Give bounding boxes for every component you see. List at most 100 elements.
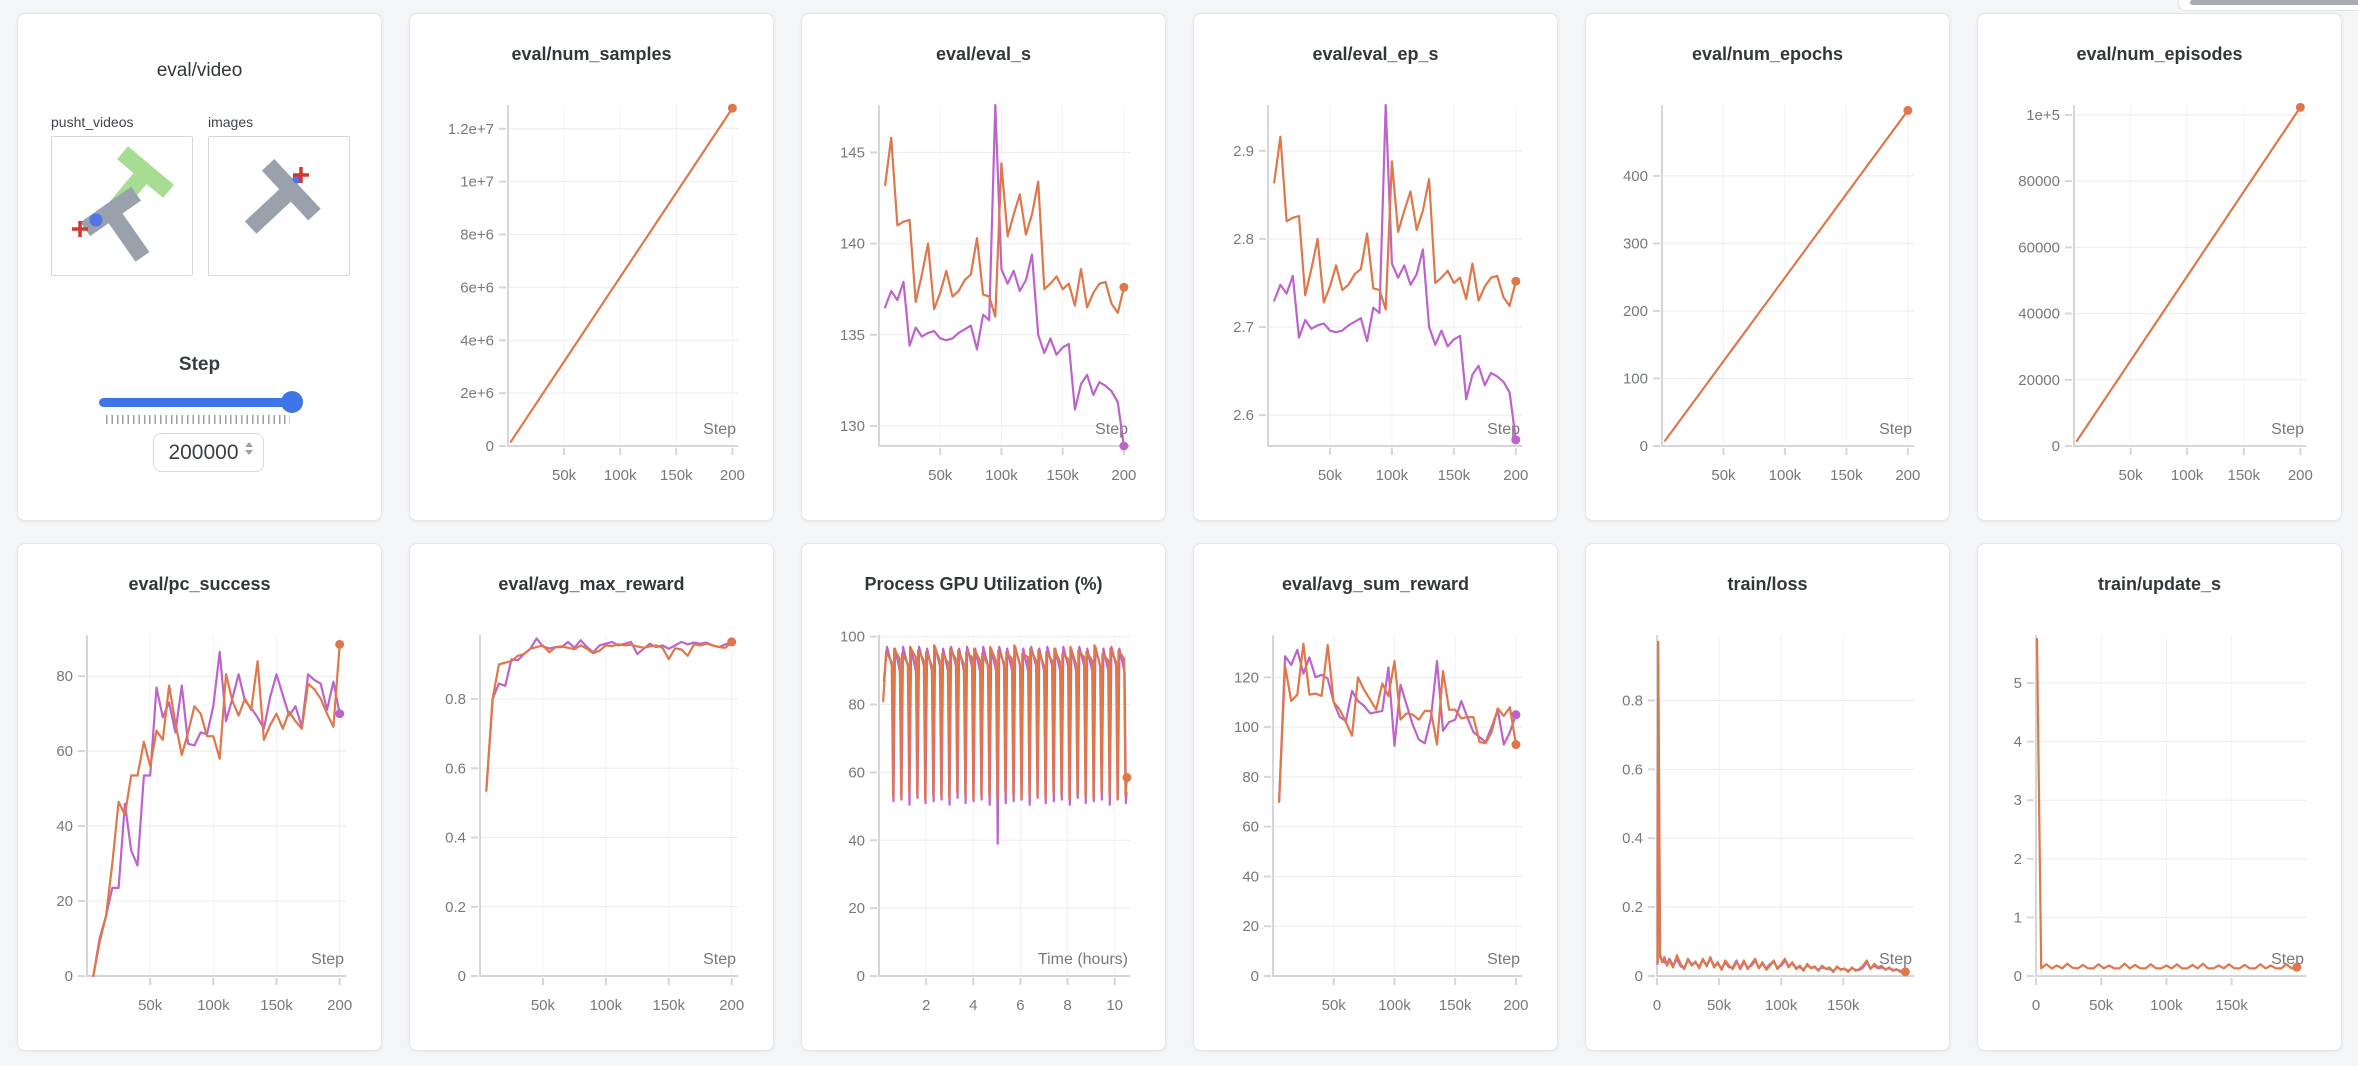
svg-text:50k: 50k (928, 467, 953, 484)
series-line-run-purple (1273, 103, 1517, 441)
series-end-dot-run-orange (1511, 276, 1521, 286)
chart-canvas-eval-num-samples: 0 2e+6 4e+6 6e+6 8e+6 1e+7 1.2e+7 50k 100k 150k 20… (448, 103, 745, 484)
chart-canvas-eval-avg-max-reward: 0 0.2 0.4 0.6 0.8 50k 100k 150k 200 Step (445, 635, 744, 1014)
svg-text:150k: 150k (1830, 467, 1863, 484)
series-end-dot-run-orange (727, 637, 737, 647)
chart-title: eval/num_samples (511, 44, 672, 64)
series-line-run-orange (1656, 640, 1907, 973)
svg-text:200: 200 (1623, 303, 1648, 320)
chart-canvas-train-loss: 0 0.2 0.4 0.6 0.8 0 50k 100k 150k Step (1622, 635, 1914, 1014)
svg-text:60: 60 (56, 743, 73, 760)
chart-title: eval/num_episodes (2076, 44, 2243, 64)
svg-text:0: 0 (1653, 997, 1661, 1014)
svg-text:2.8: 2.8 (1233, 231, 1254, 248)
chart-title: eval/eval_ep_s (1312, 44, 1439, 64)
series-line-run-orange (2035, 638, 2298, 970)
pusht-video-frame (72, 146, 174, 262)
chart-panel-eval-num-episodes[interactable]: eval/num_episodes 0 20000 40000 60000 80000 1e… (1977, 13, 2342, 521)
svg-text:0: 0 (2032, 997, 2040, 1014)
series-line-run-orange (2075, 106, 2302, 443)
chart-canvas-eval-num-epochs: 0 100 200 300 400 50k 100k 150k 200 Step (1623, 105, 1920, 484)
chart-canvas-eval-eval-s: 130 135 140 145 50k 100k 150k 200 Step (840, 103, 1136, 484)
media-panel-eval-video[interactable]: eval/video pusht_videos images (17, 13, 382, 521)
svg-text:0.2: 0.2 (1622, 899, 1643, 916)
svg-text:6: 6 (1016, 997, 1024, 1014)
series-line-run-orange (92, 643, 341, 978)
svg-text:0: 0 (486, 438, 494, 455)
svg-text:10: 10 (1106, 997, 1123, 1014)
svg-text:0.8: 0.8 (1622, 692, 1643, 709)
svg-text:300: 300 (1623, 235, 1648, 252)
series-end-dot-run-orange (1903, 105, 1913, 115)
svg-text:50k: 50k (1322, 997, 1347, 1014)
svg-text:200: 200 (720, 467, 745, 484)
chart-title: eval/num_epochs (1691, 44, 1844, 64)
svg-text:100k: 100k (2150, 997, 2183, 1014)
chart-title: Process GPU Utilization (%) (864, 574, 1103, 594)
chart-panel-train-update-s[interactable]: train/update_s 0 1 2 3 4 5 0 50k 100k 150k Step (1977, 543, 2342, 1051)
step-decrement-icon[interactable] (245, 450, 253, 455)
svg-text:2.6: 2.6 (1233, 407, 1254, 424)
chart-panel-eval-eval-ep-s[interactable]: eval/eval_ep_s 2.6 2.7 2.8 2.9 50k 100k 150k 200… (1193, 13, 1558, 521)
svg-text:100k: 100k (2171, 467, 2204, 484)
series-end-dot-run-orange (2292, 962, 2302, 972)
chart-panel-eval-avg-max-reward[interactable]: eval/avg_max_reward 0 0.2 0.4 0.6 0.8 50k 100k 1… (409, 543, 774, 1051)
svg-text:50k: 50k (138, 997, 163, 1014)
image-thumbnail-pusht[interactable] (208, 136, 350, 276)
chart-panel-train-loss[interactable]: train/loss 0 0.2 0.4 0.6 0.8 0 50k 100k 150k Step (1585, 543, 1950, 1051)
step-slider-thumb[interactable] (281, 391, 303, 413)
x-axis-label: Time (hours) (1038, 951, 1128, 968)
svg-text:0.2: 0.2 (445, 899, 466, 916)
svg-text:150k: 150k (1046, 467, 1079, 484)
chart-panel-eval-num-samples[interactable]: eval/num_samples 0 2e+6 4e+6 6e+6 8e+6 1e+7 1.2… (409, 13, 774, 521)
x-axis-label: Step (1487, 421, 1520, 438)
series-line-run-orange (485, 640, 733, 792)
svg-text:1.2e+7: 1.2e+7 (448, 121, 494, 138)
chart-canvas-eval-eval-ep-s: 2.6 2.7 2.8 2.9 50k 100k 150k 200 Step (1233, 103, 1528, 484)
chart-title: train/update_s (2097, 574, 2222, 594)
series-line-run-purple (883, 103, 1125, 448)
svg-text:6e+6: 6e+6 (460, 279, 494, 296)
svg-text:0: 0 (1640, 438, 1648, 455)
pusht-image-frame (244, 159, 321, 234)
svg-text:150k: 150k (1827, 997, 1860, 1014)
svg-text:100: 100 (1234, 719, 1259, 736)
svg-text:100: 100 (840, 629, 865, 646)
svg-text:50k: 50k (552, 467, 577, 484)
svg-text:4e+6: 4e+6 (460, 332, 494, 349)
svg-text:130: 130 (840, 418, 865, 435)
svg-text:50k: 50k (2089, 997, 2114, 1014)
chart-panel-eval-pc-success[interactable]: eval/pc_success 0 20 40 60 80 50k 100k 150k 200 St… (17, 543, 382, 1051)
x-axis-label: Step (2271, 421, 2304, 438)
svg-text:80000: 80000 (2018, 173, 2060, 190)
scrollbar-thumb[interactable] (2190, 0, 2358, 5)
chart-canvas-eval-avg-sum-reward: 0 20 40 60 80 100 120 50k 100k 150k 200 Step (1234, 635, 1528, 1014)
series-end-dot-run-orange (1122, 773, 1132, 783)
series-end-dot-run-orange (335, 639, 345, 649)
chart-panel-eval-num-epochs[interactable]: eval/num_epochs 0 100 200 300 400 50k 100k 150k 2… (1585, 13, 1950, 521)
svg-text:40: 40 (56, 818, 73, 835)
series-end-dot-run-purple (1119, 441, 1129, 451)
video-thumbnail-pusht[interactable] (51, 136, 193, 276)
svg-text:0.8: 0.8 (445, 691, 466, 708)
chart-panel-process-gpu-utilization[interactable]: Process GPU Utilization (%) 0 20 40 60 80 100 2… (801, 543, 1166, 1051)
svg-text:8e+6: 8e+6 (460, 227, 494, 244)
svg-text:50k: 50k (531, 997, 556, 1014)
chart-panel-eval-avg-sum-reward[interactable]: eval/avg_sum_reward 0 20 40 60 80 100 120 50k 100… (1193, 543, 1558, 1051)
svg-text:2.7: 2.7 (1233, 319, 1254, 336)
step-increment-icon[interactable] (245, 442, 253, 447)
series-line-run-purple (92, 650, 341, 978)
step-value-input[interactable]: 200000 (153, 433, 264, 472)
svg-text:40: 40 (848, 832, 865, 849)
svg-text:3: 3 (2014, 792, 2022, 809)
svg-text:0: 0 (2052, 438, 2060, 455)
svg-text:80: 80 (848, 697, 865, 714)
svg-text:200: 200 (2288, 467, 2313, 484)
svg-text:0: 0 (1635, 968, 1643, 985)
svg-text:4: 4 (2014, 734, 2022, 751)
chart-panel-eval-eval-s[interactable]: eval/eval_s 130 135 140 145 50k 100k 150k 200 Ste… (801, 13, 1166, 521)
step-slider-track[interactable] (99, 391, 303, 413)
video-group-label: pusht_videos (51, 114, 134, 130)
svg-text:40: 40 (1242, 868, 1259, 885)
gray-t-shape (80, 186, 150, 262)
